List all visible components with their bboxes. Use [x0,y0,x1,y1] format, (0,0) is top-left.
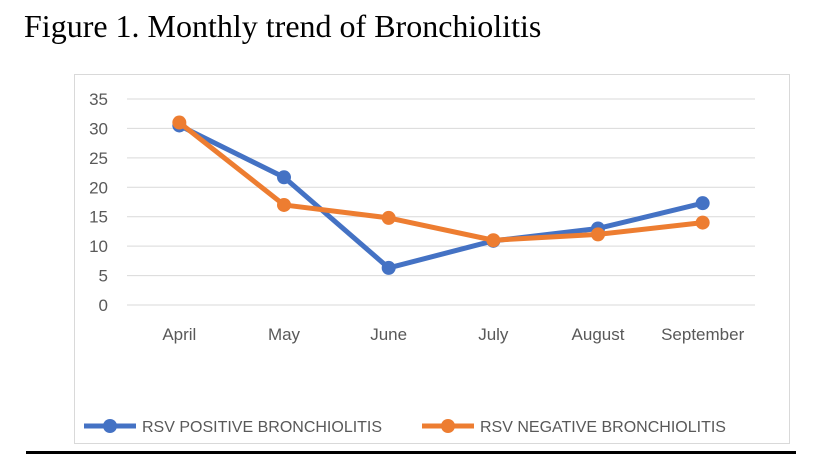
y-tick-label: 20 [89,178,108,197]
y-tick-label: 30 [89,119,108,138]
data-point [591,227,605,242]
data-point [172,115,187,130]
y-tick-label: 15 [89,208,108,227]
series-group [172,115,710,275]
series-line-2 [176,120,706,243]
data-point [695,196,710,211]
data-point [381,260,396,275]
y-tick-label: 35 [89,90,108,109]
data-point [277,197,291,212]
y-tick-label: 5 [99,267,108,286]
data-point [381,210,396,225]
x-tick-label: May [268,325,301,344]
legend-label: RSV NEGATIVE BRONCHIOLITIS [480,419,726,436]
x-tick-label: July [478,325,509,344]
data-point [277,170,291,185]
y-tick-label: 10 [89,237,108,256]
legend-label: RSV POSITIVE BRONCHIOLITIS [142,419,382,436]
data-point [486,233,501,248]
y-tick-label: 0 [99,296,108,315]
x-axis: April May June July August September [162,325,744,344]
series-line-1 [176,122,706,271]
y-tick-label: 25 [89,149,108,168]
legend-swatch-marker [441,419,455,433]
x-tick-label: April [162,325,196,344]
y-axis: 0 5 10 15 20 25 30 35 [89,90,108,315]
x-tick-label: June [370,325,407,344]
legend: RSV POSITIVE BRONCHIOLITIS RSV NEGATIVE B… [84,419,726,436]
figure-title: Figure 1. Monthly trend of Bronchiolitis [24,8,542,44]
legend-swatch-marker [103,419,117,433]
bottom-rule [26,451,796,454]
x-tick-label: September [661,325,744,344]
data-point [695,215,710,230]
x-tick-label: August [572,325,625,344]
chart-frame [74,74,790,444]
gridlines [127,98,755,306]
